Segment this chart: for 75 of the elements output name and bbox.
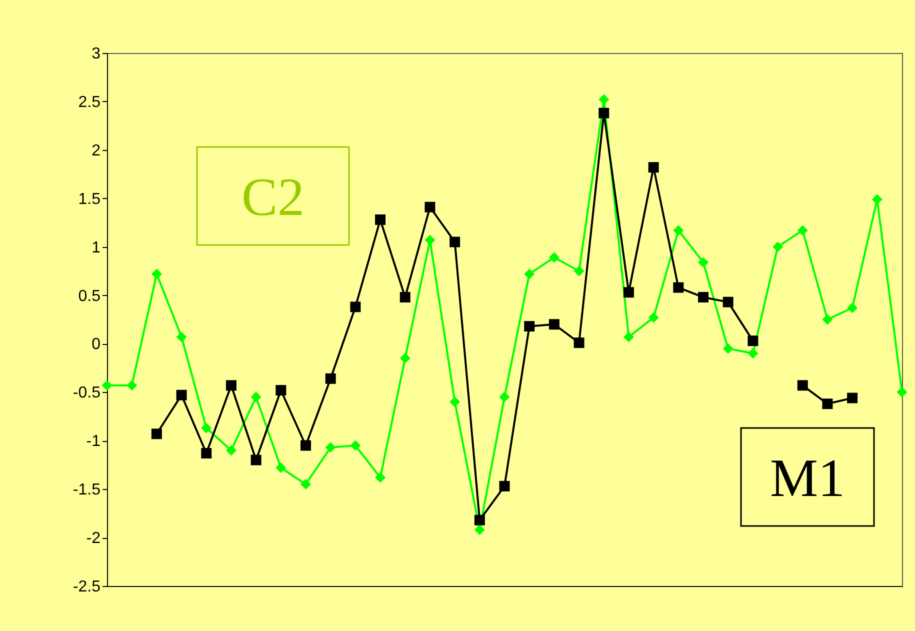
point <box>250 454 262 466</box>
annotation: C2 <box>241 167 305 227</box>
point <box>748 348 758 359</box>
y-tick-label: -2 <box>86 530 101 548</box>
point <box>474 524 485 536</box>
point <box>822 398 833 410</box>
point <box>375 214 386 225</box>
point <box>574 338 584 348</box>
y-tick-label: -2.5 <box>72 578 101 596</box>
point <box>276 462 286 474</box>
y-tick-label: 2.5 <box>78 94 101 111</box>
point <box>722 296 734 308</box>
y-tick-label: 2 <box>92 142 101 160</box>
point <box>300 479 311 490</box>
point <box>126 380 138 391</box>
point <box>325 373 336 384</box>
point <box>499 480 510 492</box>
point <box>673 282 684 293</box>
point <box>450 236 460 248</box>
point <box>250 392 262 402</box>
point <box>698 292 708 302</box>
point <box>226 445 236 456</box>
point <box>548 319 560 330</box>
point <box>748 336 758 346</box>
point <box>201 422 212 434</box>
point <box>598 108 610 118</box>
point <box>350 302 361 312</box>
point <box>772 242 784 252</box>
point <box>176 332 187 342</box>
point <box>325 442 336 453</box>
point <box>226 380 236 391</box>
point <box>474 514 485 526</box>
y-tick-label: -0.5 <box>72 384 101 402</box>
point <box>847 392 858 404</box>
point <box>896 386 908 398</box>
point <box>151 428 162 440</box>
point <box>598 94 610 105</box>
point <box>797 380 808 391</box>
point <box>548 252 560 263</box>
point <box>648 312 659 323</box>
point <box>623 287 634 298</box>
point <box>400 353 410 364</box>
point <box>574 266 584 276</box>
annotation: M1 <box>770 448 846 508</box>
point <box>350 440 361 451</box>
point <box>201 448 212 458</box>
point <box>102 380 112 391</box>
point <box>151 268 162 280</box>
point <box>797 225 808 236</box>
point <box>847 302 858 314</box>
point <box>450 396 460 408</box>
point <box>499 392 510 402</box>
point <box>822 314 833 325</box>
point <box>648 162 659 173</box>
point <box>698 257 708 268</box>
point <box>424 202 436 212</box>
y-tick-label: -1 <box>86 433 101 450</box>
point <box>400 292 410 302</box>
point <box>176 390 187 400</box>
point <box>424 234 436 246</box>
y-tick-label: 0 <box>92 336 101 354</box>
y-tick-label: 1.5 <box>78 190 101 208</box>
point <box>524 321 535 332</box>
point <box>276 385 286 396</box>
point <box>673 225 684 236</box>
y-tick-label: 3 <box>92 46 101 62</box>
y-tick-label: 0.5 <box>78 288 101 305</box>
point <box>872 194 882 205</box>
y-tick-label: -1.5 <box>72 482 101 499</box>
point <box>300 440 311 451</box>
y-tick-label: 1 <box>92 239 101 256</box>
point <box>375 472 386 483</box>
point <box>524 268 535 280</box>
point <box>623 332 634 342</box>
point <box>722 343 734 354</box>
